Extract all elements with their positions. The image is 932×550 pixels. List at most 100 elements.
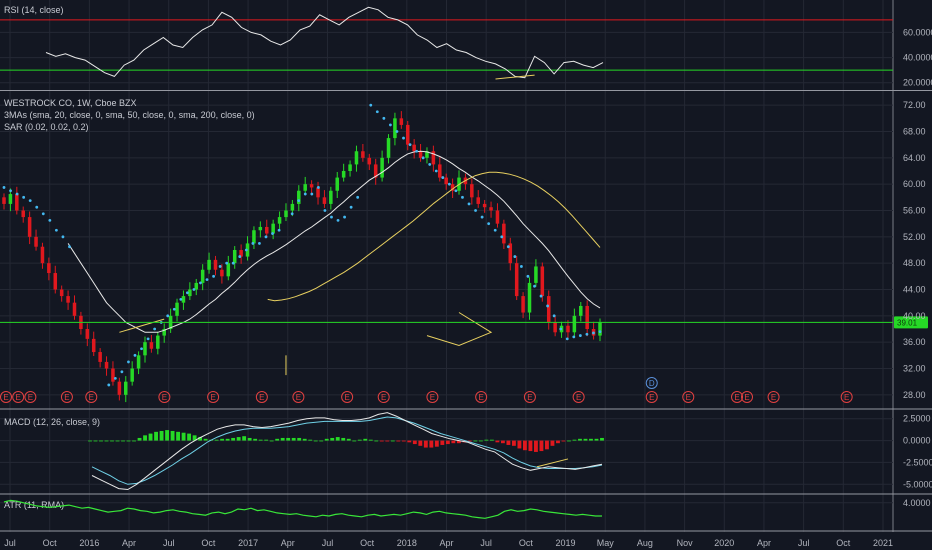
macd-histogram-bar bbox=[253, 438, 258, 441]
sar-dot bbox=[441, 176, 445, 179]
sar-dot bbox=[592, 331, 595, 335]
macd-histogram-bar bbox=[220, 438, 225, 441]
earnings-event-icon[interactable] bbox=[85, 391, 98, 403]
earnings-event-icon[interactable] bbox=[158, 391, 171, 403]
x-tick-label: Jul bbox=[480, 538, 492, 548]
candle-body bbox=[226, 263, 231, 277]
sar-dot bbox=[382, 116, 386, 120]
sar-dot bbox=[402, 136, 405, 140]
earnings-event-icon[interactable] bbox=[207, 391, 220, 403]
candle-body bbox=[181, 296, 186, 303]
macd-histogram-bar bbox=[412, 440, 417, 445]
rsi-legend: RSI (14, close) bbox=[4, 5, 64, 15]
macd-histogram-bar bbox=[308, 439, 313, 441]
earnings-event-icon[interactable] bbox=[292, 391, 305, 403]
macd-histogram-bar bbox=[341, 437, 346, 441]
macd-histogram-bar bbox=[561, 440, 566, 442]
y-tick-label: 64.00 bbox=[903, 153, 926, 163]
earnings-event-icon[interactable] bbox=[741, 391, 753, 403]
atr-panel[interactable]: ATR (11, RMA) bbox=[3, 499, 602, 519]
earnings-event-icon[interactable] bbox=[341, 391, 354, 403]
candle-body bbox=[405, 124, 410, 145]
earnings-event-icon[interactable] bbox=[645, 391, 658, 403]
earnings-event-icon[interactable] bbox=[377, 391, 390, 403]
sar-dot bbox=[375, 110, 379, 114]
macd-histogram-bar bbox=[534, 440, 538, 452]
earnings-event-icon[interactable] bbox=[475, 391, 488, 403]
candle-body bbox=[585, 305, 589, 329]
rsi-panel[interactable]: RSI (14, close) bbox=[0, 5, 893, 80]
macd-histogram-bar bbox=[165, 430, 170, 441]
macd-histogram-bar bbox=[473, 440, 478, 442]
earnings-event-icon[interactable] bbox=[731, 391, 744, 403]
candle-body bbox=[502, 223, 506, 244]
earnings-event-icon[interactable] bbox=[255, 391, 268, 403]
macd-histogram-bar bbox=[385, 440, 390, 442]
candle-body bbox=[40, 246, 45, 264]
earnings-event-icon[interactable] bbox=[767, 391, 780, 403]
earnings-event-label: E bbox=[744, 393, 749, 402]
candle-body bbox=[188, 289, 192, 297]
sar-dot bbox=[238, 255, 242, 258]
macd-histogram-bar bbox=[572, 439, 577, 441]
earnings-event-icon[interactable] bbox=[682, 391, 695, 403]
macd-histogram-bar bbox=[297, 437, 302, 441]
y-tick-label: -2.5000 bbox=[903, 457, 932, 467]
sar-dot bbox=[185, 291, 189, 295]
earnings-event-icon[interactable] bbox=[0, 391, 12, 403]
earnings-event-icon[interactable] bbox=[12, 391, 25, 403]
earnings-event-icon[interactable] bbox=[426, 391, 439, 403]
macd-histogram-bar bbox=[126, 440, 131, 442]
macd-histogram-bar bbox=[319, 440, 324, 442]
earnings-event-icon[interactable] bbox=[572, 391, 585, 403]
macd-histogram-bar bbox=[132, 440, 136, 442]
candle-body bbox=[2, 197, 6, 204]
sar-dot bbox=[127, 360, 130, 364]
candle-body bbox=[470, 184, 474, 198]
candle-body bbox=[130, 368, 134, 382]
sar-dot bbox=[61, 235, 65, 239]
candle-body bbox=[514, 263, 519, 297]
sar-dot bbox=[343, 215, 346, 219]
earnings-event-label: E bbox=[478, 393, 483, 402]
y-tick-label: 36.00 bbox=[903, 337, 926, 347]
earnings-event-icon[interactable] bbox=[24, 391, 37, 403]
sar-dot bbox=[9, 189, 12, 193]
earnings-event-label: E bbox=[259, 393, 264, 402]
macd-histogram-bar bbox=[578, 438, 582, 441]
macd-histogram-bar bbox=[192, 435, 197, 441]
candle-body bbox=[482, 203, 487, 208]
macd-histogram-bar bbox=[451, 440, 456, 444]
macd-histogram-bar bbox=[583, 438, 588, 441]
earnings-event-label: E bbox=[771, 393, 776, 402]
sar-dot bbox=[520, 265, 523, 268]
macd-histogram-bar bbox=[154, 431, 158, 441]
macd-histogram-bar bbox=[88, 440, 92, 442]
events-row[interactable]: E E E E E E E E E E E E E E E E E E E EED bbox=[0, 377, 853, 403]
candle-body bbox=[476, 197, 480, 204]
sar-dot bbox=[264, 235, 268, 239]
sar-dot bbox=[408, 143, 412, 147]
earnings-event-icon[interactable] bbox=[523, 391, 536, 403]
earnings-event-icon[interactable] bbox=[60, 391, 73, 403]
candle-body bbox=[534, 266, 538, 283]
candle-body bbox=[162, 329, 166, 336]
sar-dot bbox=[493, 228, 497, 232]
earnings-event-label: E bbox=[649, 393, 654, 402]
sar-dot bbox=[421, 156, 425, 160]
candle-body bbox=[380, 157, 384, 178]
macd-histogram-bar bbox=[478, 440, 483, 442]
price-panel[interactable]: WESTROCK CO, 1W, Cboe BZX 3MAs (sma, 20,… bbox=[0, 98, 928, 403]
macd-histogram-bar bbox=[500, 440, 505, 444]
sar-dot bbox=[461, 195, 464, 199]
macd-panel[interactable]: MACD (12, 26, close, 9) bbox=[4, 412, 604, 491]
candle-body bbox=[239, 250, 243, 257]
x-tick-label: Jul bbox=[163, 538, 175, 548]
macd-histogram-bar bbox=[99, 440, 103, 442]
candle-body bbox=[59, 289, 64, 297]
rsi-divergence-line bbox=[495, 74, 535, 80]
earnings-event-icon[interactable] bbox=[840, 391, 853, 403]
dividend-event-icon[interactable] bbox=[645, 377, 658, 389]
y-axis: 60.0000 40.0000 20.0000 72.00 68.00 64.00 60.0… bbox=[903, 27, 932, 507]
